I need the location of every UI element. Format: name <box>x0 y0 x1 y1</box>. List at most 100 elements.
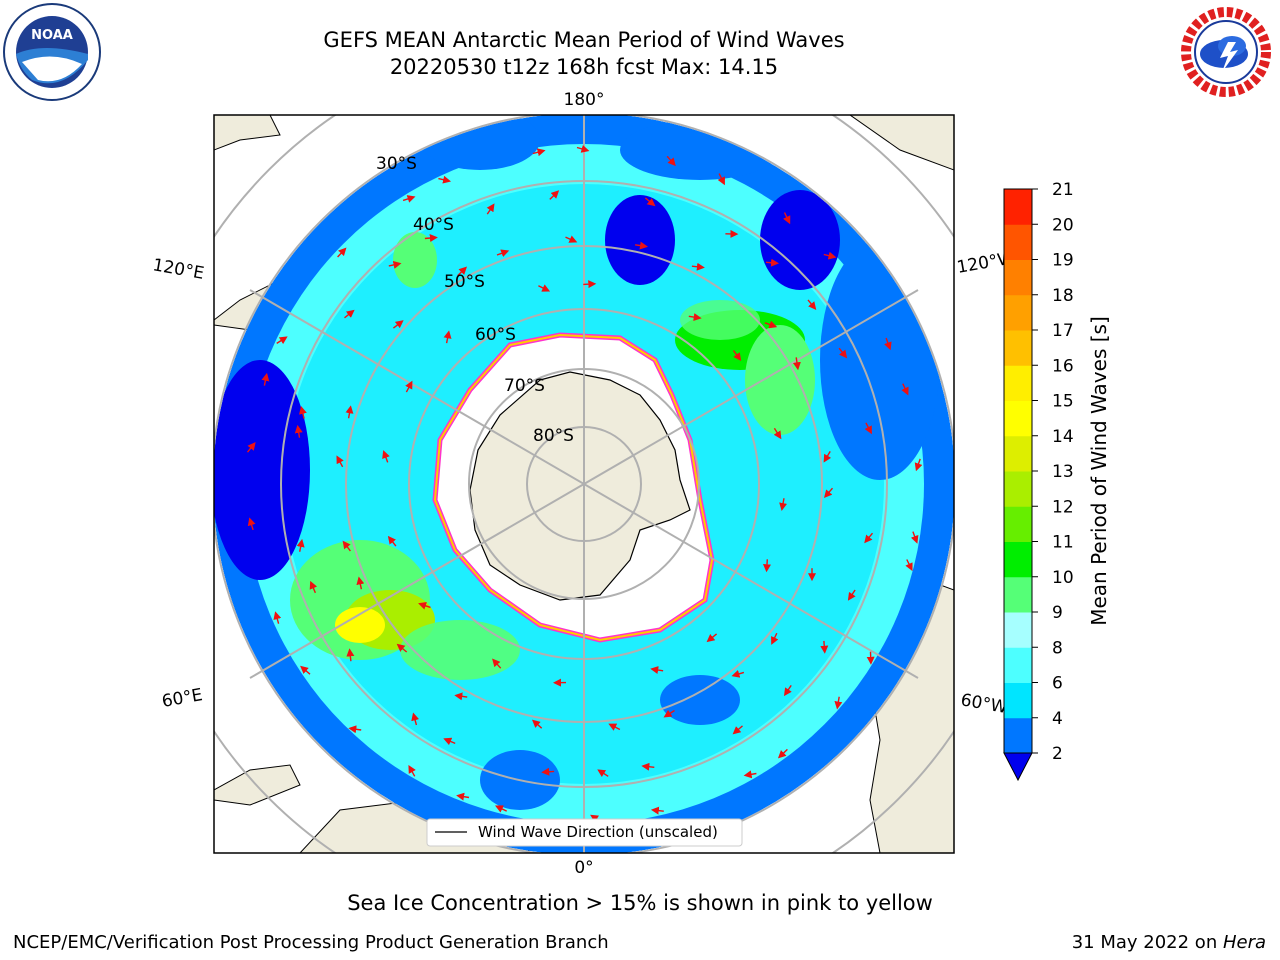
wave-direction-arrow <box>443 330 452 344</box>
wave-direction-arrow <box>541 767 555 776</box>
wave-direction-arrow <box>666 155 676 167</box>
wave-direction-arrow <box>438 175 452 184</box>
wave-direction-arrow <box>345 405 354 419</box>
wave-direction-arrow <box>910 531 919 544</box>
wave-direction-arrow <box>411 712 419 726</box>
wave-direction-arrow <box>650 666 664 674</box>
wave-direction-arrow <box>294 424 303 438</box>
lon-label-120w: 120°W <box>955 248 1016 278</box>
wave-direction-arrow <box>396 643 408 653</box>
wave-direction-arrow <box>457 266 468 277</box>
svg-text:NOAA: NOAA <box>31 28 73 43</box>
wave-direction-arrow <box>276 336 288 345</box>
wave-direction-arrow <box>764 320 778 329</box>
wave-direction-arrow <box>691 262 705 271</box>
wave-direction-arrow <box>706 633 718 643</box>
wave-direction-arrow <box>300 665 311 675</box>
wave-direction-arrow <box>387 535 397 547</box>
map-subtitle: 20220530 t12z 168h fcst Max: 14.15 <box>389 55 779 79</box>
wave-direction-arrow <box>731 670 745 678</box>
footer-organization: NCEP/EMC/Verification Post Processing Pr… <box>13 932 609 953</box>
lat-label-40s: 40°S <box>413 215 454 235</box>
wave-direction-arrow <box>762 559 771 573</box>
footer-date-text: 31 May 2022 on <box>1071 932 1223 953</box>
lat-label-70s: 70°S <box>504 376 545 396</box>
lat-label-30s: 30°S <box>376 154 417 174</box>
wave-direction-arrow <box>864 422 872 435</box>
wave-direction-arrow <box>496 249 510 258</box>
wave-direction-arrow <box>634 241 648 250</box>
wave-direction-arrow <box>650 806 664 815</box>
wave-direction-arrow <box>443 737 456 746</box>
wave-direction-arrow <box>820 640 829 654</box>
wave-direction-arrow <box>348 725 362 734</box>
footer-machine: Hera <box>1222 932 1266 953</box>
wave-direction-arrow <box>405 380 413 393</box>
wave-direction-arrow <box>408 764 416 777</box>
wave-direction-arrow <box>576 145 590 153</box>
lon-label-0: 0° <box>574 858 593 878</box>
wave-direction-arrow <box>644 197 656 207</box>
wave-direction-arrow <box>356 576 365 590</box>
wave-direction-arrow <box>732 350 742 362</box>
lon-label-60w: 60°W <box>959 690 1009 718</box>
wave-direction-arrow <box>777 748 788 759</box>
wave-direction-arrow <box>565 235 578 243</box>
national-weather-service-logo <box>1178 4 1274 100</box>
wave-direction-arrow <box>905 559 913 572</box>
lon-label-120e: 120°E <box>151 255 205 284</box>
wave-direction-arrow <box>864 532 874 544</box>
wave-direction-arrow <box>732 725 743 735</box>
map-legend: Wind Wave Direction (unscaled) <box>426 818 743 847</box>
wave-direction-arrow <box>247 517 256 531</box>
sea-ice-caption: Sea Ice Concentration > 15% is shown in … <box>347 891 933 915</box>
wave-direction-arrow <box>783 212 791 225</box>
wave-direction-arrow <box>532 719 543 729</box>
wave-direction-arrow <box>336 455 344 468</box>
wave-direction-arrow <box>792 357 801 371</box>
map-frame <box>213 114 955 854</box>
wave-direction-arrow <box>309 580 318 594</box>
wave-direction-arrow <box>486 203 495 215</box>
wave-direction-arrow <box>456 792 470 801</box>
wave-direction-arrow <box>346 648 355 662</box>
wave-direction-arrow <box>494 805 508 813</box>
wave-direction-arrow <box>914 458 923 472</box>
lon-label-180: 180° <box>564 90 605 110</box>
wave-direction-arrow <box>402 195 416 203</box>
lat-label-80s: 80°S <box>533 426 574 446</box>
wave-direction-arrow <box>823 487 834 499</box>
wave-direction-arrow <box>549 190 560 200</box>
wave-direction-arrow <box>296 538 305 552</box>
graticule <box>214 115 954 853</box>
wave-direction-arrow <box>771 632 779 645</box>
wave-direction-arrow <box>823 451 832 463</box>
wave-direction-arrow <box>532 148 546 157</box>
wave-direction-arrow <box>261 372 270 386</box>
wave-direction-arrow <box>492 658 502 669</box>
wave-direction-arrow <box>823 251 837 260</box>
footer-date: 31 May 2022 on Hera <box>1072 932 1266 953</box>
wave-direction-arrow <box>418 602 431 610</box>
wave-direction-arrow <box>299 405 307 419</box>
wave-direction-arrow <box>342 540 351 552</box>
wave-direction-arrow <box>779 498 788 511</box>
wave-direction-arrow <box>847 589 856 601</box>
wave-direction-arrow <box>765 258 779 267</box>
wave-direction-arrow <box>783 685 792 697</box>
wave-direction-arrow <box>392 320 404 329</box>
wave-direction-arrow <box>608 723 621 731</box>
wave-direction-arrow <box>583 280 597 289</box>
lat-label-50s: 50°S <box>444 272 485 292</box>
lat-label-60s: 60°S <box>475 325 516 345</box>
wave-direction-arrow <box>273 611 282 624</box>
wave-direction-arrow <box>424 234 438 243</box>
wave-direction-arrow <box>773 427 782 440</box>
wave-direction-arrow <box>688 313 702 321</box>
wave-direction-arrow <box>597 769 609 777</box>
wave-direction-arrow <box>641 762 655 771</box>
wave-direction-arrow <box>834 696 843 710</box>
lon-label-60e: 60°E <box>160 685 204 712</box>
wave-direction-arrow <box>901 383 909 396</box>
